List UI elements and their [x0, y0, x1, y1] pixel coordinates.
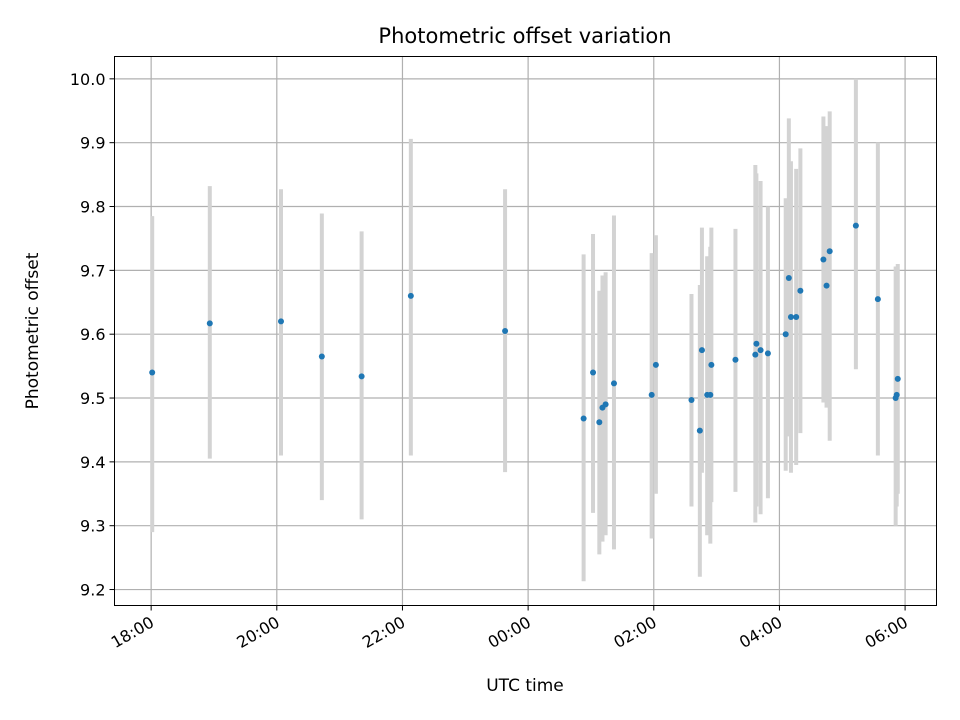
data-point	[797, 287, 804, 294]
y-tick-label: 9.5	[80, 389, 105, 408]
chart-title: Photometric offset variation	[378, 24, 671, 48]
data-point	[826, 248, 833, 255]
data-point	[852, 222, 859, 229]
x-axis-label: UTC time	[486, 676, 564, 696]
data-point	[149, 369, 156, 376]
data-point	[590, 369, 597, 376]
data-point	[764, 350, 771, 357]
data-point	[708, 361, 715, 368]
data-point	[782, 331, 789, 338]
data-point	[580, 415, 587, 422]
data-point	[277, 318, 284, 325]
data-point	[648, 391, 655, 398]
data-point	[707, 391, 714, 398]
y-tick-label: 9.4	[80, 453, 105, 472]
data-point	[732, 356, 739, 363]
data-point	[610, 380, 617, 387]
data-point	[696, 427, 703, 434]
y-tick-label: 9.3	[80, 517, 105, 536]
data-point	[753, 340, 760, 347]
y-tick-label: 9.2	[80, 581, 105, 600]
y-axis: 9.2 9.3 9.4 9.5 9.6 9.7 9.8 9.9 10.0	[70, 70, 115, 600]
data-point	[407, 292, 414, 299]
y-tick-label: 9.9	[80, 134, 105, 153]
data-point	[820, 256, 827, 263]
data-point	[596, 419, 603, 426]
data-point	[502, 328, 509, 334]
y-tick-label: 10.0	[70, 70, 106, 89]
data-point	[893, 391, 900, 398]
data-point	[793, 313, 800, 320]
data-point	[874, 296, 881, 303]
y-tick-label: 9.6	[80, 325, 105, 344]
data-point	[823, 282, 830, 289]
data-point	[785, 275, 792, 282]
y-tick-label: 9.7	[80, 261, 105, 280]
data-point	[698, 347, 705, 354]
data-point	[688, 396, 695, 403]
data-point	[318, 353, 325, 360]
data-point	[894, 375, 901, 382]
data-point	[787, 313, 794, 320]
data-points	[149, 222, 901, 434]
data-point	[652, 361, 659, 368]
y-axis-label: Photometric offset	[23, 252, 43, 409]
plot-frame	[114, 56, 937, 606]
data-point	[757, 347, 764, 354]
data-point	[752, 351, 759, 358]
data-point	[602, 401, 609, 408]
data-point	[206, 320, 213, 327]
y-tick-label: 9.8	[80, 198, 105, 217]
data-point	[358, 373, 365, 380]
